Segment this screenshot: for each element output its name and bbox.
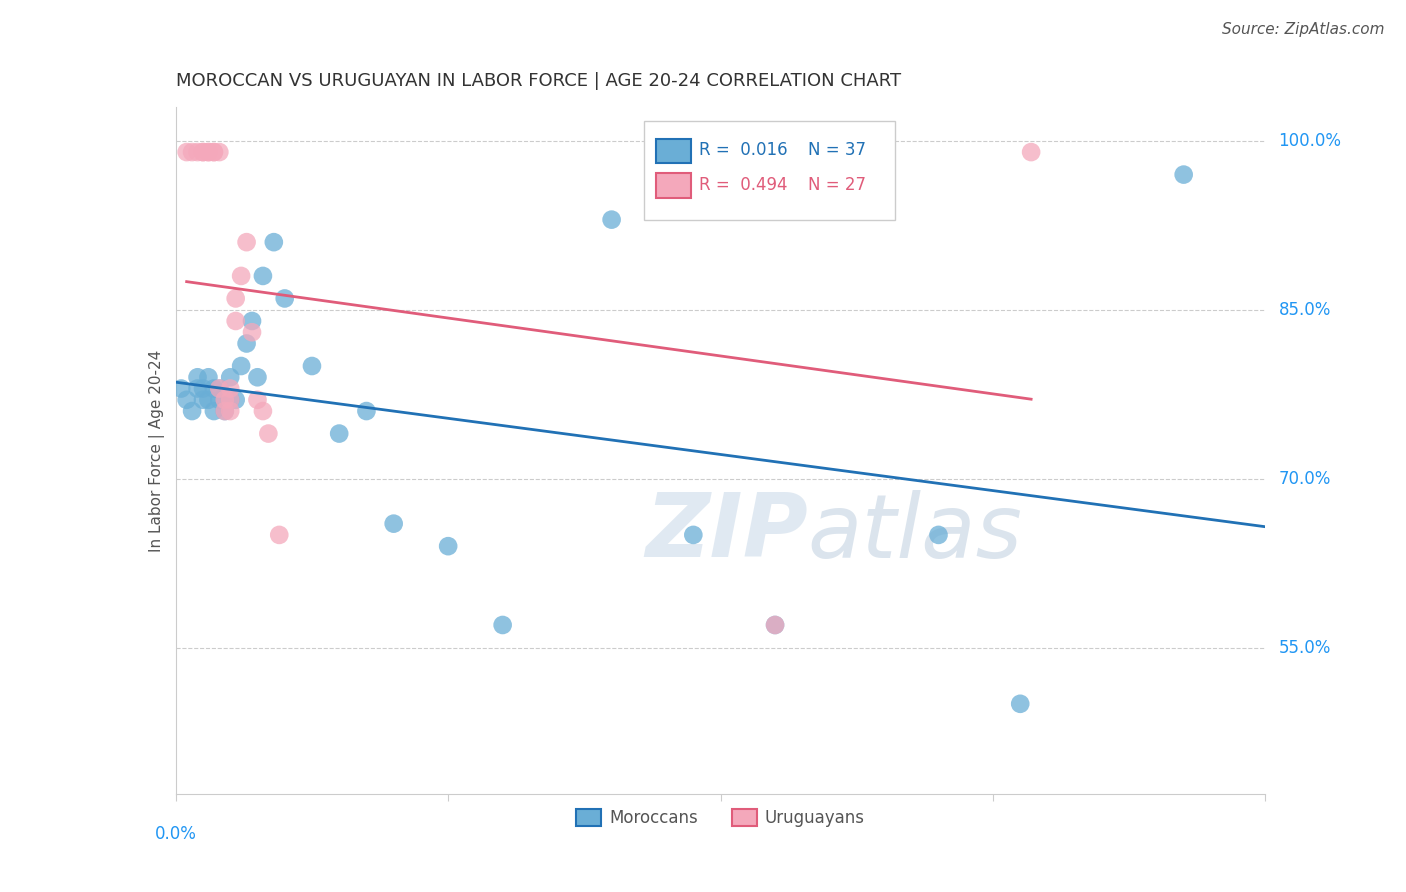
Point bbox=[208, 392, 231, 407]
Text: ZIP: ZIP bbox=[645, 490, 807, 576]
Point bbox=[763, 618, 786, 632]
Point bbox=[219, 392, 242, 407]
Point bbox=[235, 336, 257, 351]
Point bbox=[186, 145, 209, 159]
Text: 0.0%: 0.0% bbox=[155, 825, 197, 843]
Text: R =  0.494: R = 0.494 bbox=[699, 176, 787, 194]
Text: N = 37: N = 37 bbox=[807, 141, 866, 160]
Point bbox=[492, 618, 515, 632]
Point bbox=[181, 404, 204, 418]
Point bbox=[191, 382, 214, 396]
Point bbox=[197, 370, 219, 384]
Point bbox=[437, 539, 460, 553]
Point bbox=[231, 268, 253, 283]
Point bbox=[219, 382, 242, 396]
Text: 55.0%: 55.0% bbox=[1278, 639, 1331, 657]
Point bbox=[214, 404, 236, 418]
Text: 85.0%: 85.0% bbox=[1278, 301, 1331, 318]
FancyBboxPatch shape bbox=[644, 120, 896, 220]
Point bbox=[191, 145, 214, 159]
Point bbox=[600, 212, 623, 227]
Text: Source: ZipAtlas.com: Source: ZipAtlas.com bbox=[1222, 22, 1385, 37]
Y-axis label: In Labor Force | Age 20-24: In Labor Force | Age 20-24 bbox=[149, 350, 165, 551]
Point bbox=[328, 426, 350, 441]
Point bbox=[186, 382, 209, 396]
Point bbox=[240, 325, 263, 339]
Point bbox=[208, 382, 231, 396]
Point bbox=[202, 404, 225, 418]
Point bbox=[197, 145, 219, 159]
Text: 100.0%: 100.0% bbox=[1278, 132, 1341, 150]
Point bbox=[214, 404, 236, 418]
Text: R =  0.016: R = 0.016 bbox=[699, 141, 787, 160]
Point bbox=[170, 382, 193, 396]
Point bbox=[928, 528, 950, 542]
Point bbox=[1019, 145, 1042, 159]
Point bbox=[246, 392, 269, 407]
Point bbox=[1173, 168, 1195, 182]
Legend: Moroccans, Uruguayans: Moroccans, Uruguayans bbox=[569, 802, 872, 834]
Point bbox=[219, 392, 242, 407]
Point bbox=[197, 145, 219, 159]
Point bbox=[1010, 697, 1032, 711]
Point bbox=[246, 370, 269, 384]
Point bbox=[356, 404, 378, 418]
Point bbox=[214, 392, 236, 407]
Point bbox=[191, 145, 214, 159]
Point bbox=[274, 292, 297, 306]
Point bbox=[225, 292, 247, 306]
Point bbox=[225, 392, 247, 407]
Point bbox=[176, 392, 198, 407]
Point bbox=[240, 314, 263, 328]
Point bbox=[202, 145, 225, 159]
Point bbox=[231, 359, 253, 373]
Point bbox=[263, 235, 285, 249]
Point bbox=[191, 392, 214, 407]
Point bbox=[269, 528, 291, 542]
FancyBboxPatch shape bbox=[657, 138, 692, 163]
Point bbox=[301, 359, 323, 373]
Point bbox=[208, 382, 231, 396]
Point bbox=[208, 145, 231, 159]
Point bbox=[181, 145, 204, 159]
Point bbox=[382, 516, 405, 531]
Point bbox=[763, 618, 786, 632]
Text: MOROCCAN VS URUGUAYAN IN LABOR FORCE | AGE 20-24 CORRELATION CHART: MOROCCAN VS URUGUAYAN IN LABOR FORCE | A… bbox=[176, 72, 901, 90]
Point bbox=[214, 392, 236, 407]
Text: atlas: atlas bbox=[807, 490, 1022, 576]
FancyBboxPatch shape bbox=[657, 173, 692, 198]
Point bbox=[219, 404, 242, 418]
Point bbox=[252, 404, 274, 418]
Point bbox=[219, 370, 242, 384]
Point bbox=[225, 314, 247, 328]
Point bbox=[202, 382, 225, 396]
Point bbox=[197, 392, 219, 407]
Point bbox=[252, 268, 274, 283]
Text: N = 27: N = 27 bbox=[807, 176, 866, 194]
Point bbox=[202, 145, 225, 159]
Text: 70.0%: 70.0% bbox=[1278, 469, 1331, 488]
Point bbox=[186, 370, 209, 384]
Point bbox=[257, 426, 280, 441]
Point bbox=[235, 235, 257, 249]
Point bbox=[682, 528, 704, 542]
Point bbox=[176, 145, 198, 159]
